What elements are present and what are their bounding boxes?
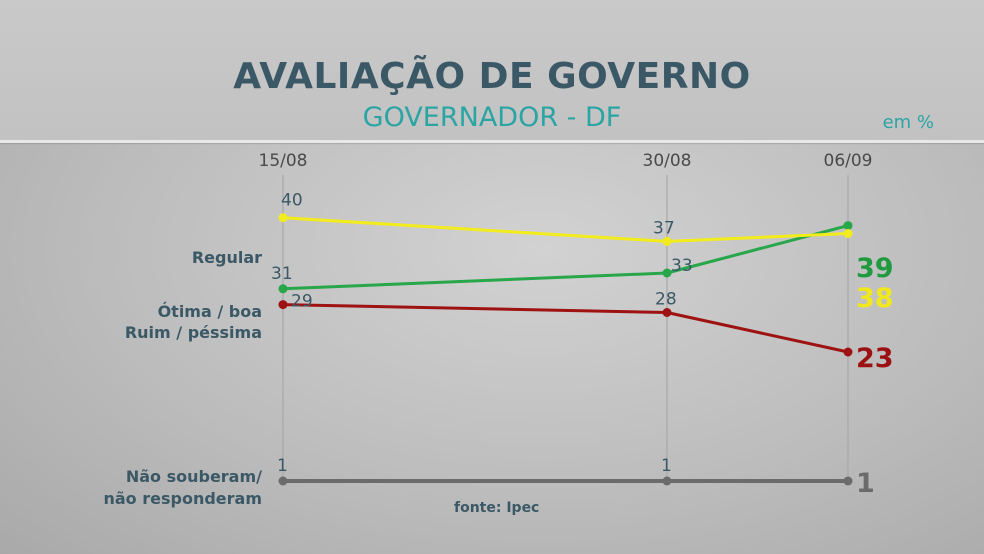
unit-label: em % [882,112,934,133]
data-label: 1 [277,456,288,476]
end-value-label: 23 [856,343,894,374]
legend-label-ruim-pessima: Ruim / péssima [125,323,262,342]
data-label: 29 [291,292,313,312]
data-point [278,213,288,223]
data-point [662,476,672,486]
x-tick-label: 15/08 [259,151,308,171]
data-point [278,300,288,310]
legend-label-nao-souberam: Não souberam/ [126,467,262,486]
x-tick-label: 06/09 [824,151,873,171]
data-label: 33 [671,256,693,276]
data-label: 40 [281,191,303,211]
header-divider [0,140,984,143]
chart-subtitle: GOVERNADOR - DF [362,102,622,133]
legend-label-otima-boa: Ótima / boa [158,302,262,321]
data-point [662,236,672,246]
data-label: 1 [661,456,672,476]
series-line [282,303,849,354]
data-point [662,308,672,317]
x-tick-label: 30/08 [643,151,692,171]
data-point [662,268,672,278]
data-point [843,347,853,357]
series-line [282,216,849,243]
legend-label-nao-responderam: não responderam [103,489,262,508]
end-value-label: 1 [856,468,875,499]
data-point [843,221,853,231]
data-point [278,476,288,486]
data-label: 31 [271,264,293,284]
data-point [278,284,288,294]
data-point [843,476,853,486]
legend-label-regular: Regular [192,248,262,267]
chart-title: AVALIAÇÃO DE GOVERNO [233,56,751,97]
data-label: 28 [655,290,677,310]
end-value-label: 38 [856,283,894,314]
end-value-label: 39 [856,253,894,284]
data-label: 37 [653,218,675,238]
source-note: fonte: Ipec [454,500,539,516]
data-point [843,229,853,238]
header-band [0,0,984,140]
